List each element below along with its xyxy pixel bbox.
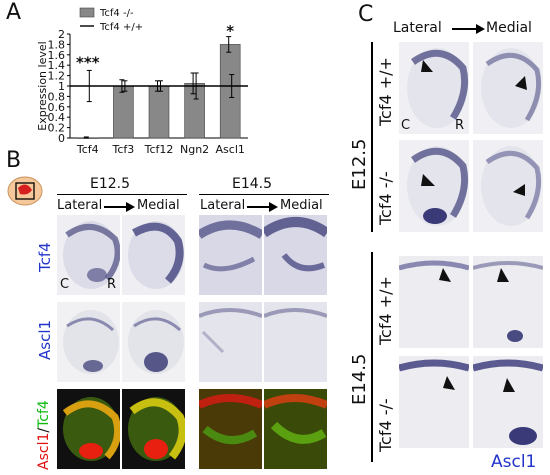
c-geno-ko-e125: Tcf4 -/- [376, 171, 395, 225]
c-geno-wt-e125: Tcf4 +/+ [376, 57, 395, 126]
y-tick-label: 1.8 [48, 38, 66, 51]
b-image-tcf4-e145-medial [264, 215, 327, 295]
b-merge-sep: / [36, 427, 52, 433]
b-arrow-e125-icon [104, 202, 135, 212]
c-geno-ko-e145: Tcf4 -/- [376, 398, 395, 452]
b-image-ascl1-e145-medial [264, 302, 327, 382]
b-image-ascl1-e125-lateral [57, 302, 120, 382]
c-lateral-label: Lateral [393, 20, 442, 36]
y-tick-label: 2 [58, 28, 65, 41]
b-image-tcf4-e145-lateral [199, 215, 262, 295]
y-axis-label: Expression level [36, 41, 49, 130]
y-tick-label: 1.2 [48, 70, 66, 83]
c-orient-r: R [455, 118, 465, 133]
b-image-merge-e125-medial [122, 389, 185, 469]
c-stain-label: Ascl1 [491, 452, 537, 472]
panel-letter-b: B [6, 148, 22, 173]
b-image-ascl1-e125-medial [122, 302, 185, 382]
b-image-merge-e125-lateral [57, 389, 120, 469]
y-tick-label: 0.2 [48, 122, 66, 135]
bar [184, 83, 205, 139]
b-lateral-e125: Lateral [57, 198, 103, 213]
b-header-e125: E12.5 [90, 176, 131, 192]
b-image-merge-e145-lateral [199, 389, 262, 469]
c-geno-wt-e145: Tcf4 +/+ [376, 276, 395, 345]
x-tick-label: Ascl1 [216, 143, 245, 156]
b-image-tcf4-e125-medial [122, 215, 185, 295]
b-merge-ascl1-label: Ascl1 [36, 432, 52, 470]
x-tick-label: Tcf3 [112, 143, 135, 156]
b-header-e145: E14.5 [232, 176, 273, 192]
legend-label-wt: Tcf4 +/+ [99, 22, 143, 33]
expression-bar-chart: 00.20.40.60.811.21.41.61.82 Expression le… [36, 7, 248, 156]
b-image-ascl1-e145-lateral [199, 302, 262, 382]
x-tick-label: Tcf12 [144, 143, 174, 156]
b-row-label-ascl1: Ascl1 [36, 319, 54, 360]
c-image-e145-wt-lateral [399, 256, 469, 348]
c-image-e125-ko-medial [473, 140, 543, 232]
c-image-e125-ko-lateral [399, 140, 469, 232]
c-image-e145-ko-medial [473, 356, 543, 448]
b-lateral-e145: Lateral [200, 198, 246, 213]
y-tick-label: 0.8 [48, 90, 66, 103]
c-image-e125-wt-lateral [399, 42, 469, 134]
b-medial-e145: Medial [280, 198, 323, 213]
bar [219, 44, 241, 139]
panel-letter-a: A [6, 0, 22, 25]
y-tick-label: 1 [58, 80, 65, 93]
y-tick-label: 0 [58, 132, 65, 145]
c-stage-e125: E12.5 [349, 138, 370, 190]
c-arrow-icon [452, 24, 485, 34]
c-bracket-e145 [371, 252, 373, 462]
b-merge-tcf4-label: Tcf4 [36, 400, 52, 428]
x-tick-label: Ngn2 [180, 143, 209, 156]
b-orient-r: R [107, 277, 117, 292]
legend-swatch-ko [79, 7, 95, 18]
legend-label-ko: Tcf4 -/- [99, 8, 134, 19]
y-tick-label: 1.4 [48, 59, 66, 72]
c-stage-e145: E14.5 [349, 353, 370, 405]
b-image-merge-e145-medial [264, 389, 327, 469]
b-image-tcf4-e125-lateral [57, 215, 120, 295]
b-arrow-e145-icon [247, 202, 278, 212]
c-medial-label: Medial [486, 20, 532, 36]
x-tick-label: Tcf4 [76, 143, 99, 156]
b-orient-c: C [60, 277, 70, 292]
annotation-ascl1: * [226, 22, 234, 40]
annotation-tcf4: *** [76, 53, 100, 71]
y-tick-label: 0.6 [48, 101, 66, 114]
bar [113, 85, 134, 139]
c-image-e145-wt-medial [473, 256, 543, 348]
b-row-label-tcf4: Tcf4 [36, 242, 54, 272]
panel-letter-c: C [358, 2, 374, 27]
b-header-rule-e145 [199, 194, 329, 195]
b-medial-e125: Medial [137, 198, 180, 213]
c-orient-c: C [401, 118, 411, 133]
y-tick-label: 1.6 [48, 49, 66, 62]
y-tick-label: 0.4 [48, 111, 66, 124]
bar [148, 85, 170, 139]
c-image-e145-ko-lateral [399, 356, 469, 448]
b-row-label-merge: Ascl1/Tcf4 [36, 400, 52, 470]
c-image-e125-wt-medial [473, 42, 543, 134]
brain-schematic-icon [7, 176, 43, 206]
b-header-rule-e125 [57, 194, 187, 195]
c-bracket-e125 [371, 42, 373, 232]
